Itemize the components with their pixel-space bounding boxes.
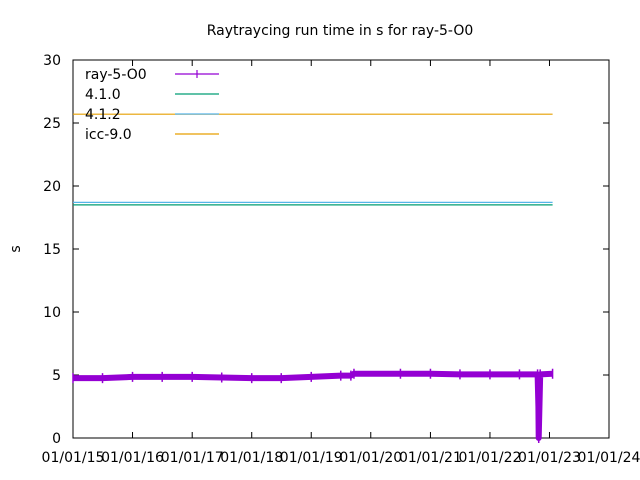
x-tick-label: 01/01/17 [161,450,224,466]
y-tick-label: 5 [52,368,61,384]
y-tick-label: 15 [43,242,61,258]
x-tick-label: 01/01/23 [518,450,581,466]
legend-label: ray-5-O0 [85,67,147,83]
x-tick-label: 01/01/20 [339,450,402,466]
x-axis: 01/01/1501/01/1601/01/1701/01/1801/01/19… [42,60,640,466]
legend-label: 4.1.2 [85,107,121,123]
y-tick-label: 30 [43,53,61,69]
series-layer [72,113,554,443]
y-axis-label: s [8,245,24,252]
x-tick-label: 01/01/15 [42,450,105,466]
x-tick-label: 01/01/18 [220,450,283,466]
chart-title: Raytraycing run time in s for ray-5-O0 [207,23,474,39]
x-tick-label: 01/01/16 [101,450,164,466]
legend: ray-5-O0 4.1.0 4.1.2 icc-9.0 [85,67,219,143]
series-line-ray-5-O0 [73,370,553,441]
y-axis: 0 5 10 15 20 25 30 [43,53,609,447]
legend-label: icc-9.0 [85,127,132,143]
y-tick-label: 0 [52,431,61,447]
y-tick-label: 10 [43,305,61,321]
legend-label: 4.1.0 [85,87,121,103]
x-tick-label: 01/01/21 [399,450,462,466]
y-tick-label: 25 [43,116,61,132]
plot-frame [72,59,610,439]
x-tick-label: 01/01/19 [280,450,343,466]
x-tick-label: 01/01/22 [459,450,522,466]
x-tick-label: 01/01/24 [578,450,640,466]
y-tick-label: 20 [43,179,61,195]
